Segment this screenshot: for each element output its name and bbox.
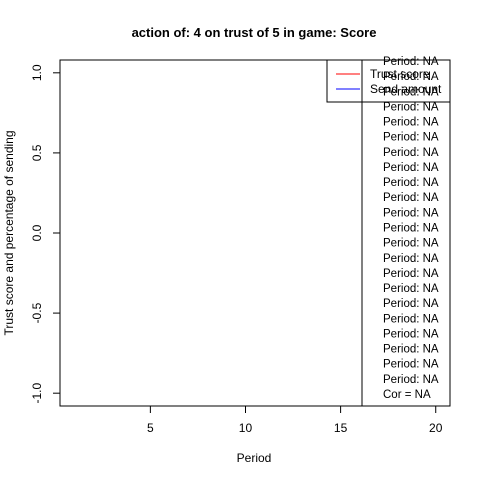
annotation-line: Cor = NA (383, 389, 431, 401)
annotation-lines: Period: NA Period: NA Period: NA Period: NA… (383, 56, 439, 401)
y-tick-label: -1.0 (30, 383, 44, 404)
annotation-line: Period: NA (383, 268, 439, 280)
annotation-line: Period: NA (383, 328, 439, 340)
y-tick-label: 0.0 (30, 224, 44, 241)
annotation-line: Period: NA (383, 238, 439, 250)
y-tick-label: 0.5 (30, 144, 44, 161)
annotation-line: Period: NA (383, 132, 439, 144)
annotation-box: Period: NA Period: NA Period: NA Period: NA… (361, 56, 451, 407)
annotation-line: Period: NA (383, 374, 439, 386)
y-tick-label: 1.0 (30, 64, 44, 81)
y-axis: -1.0 -0.5 0.0 0.5 1.0 (30, 64, 61, 404)
annotation-line: Period: NA (383, 192, 439, 204)
annotation-box-border (361, 59, 451, 407)
annotation-line: Period: NA (383, 223, 439, 235)
x-tick-label: 15 (334, 421, 348, 435)
annotation-line: Period: NA (383, 117, 439, 129)
annotation-line: Period: NA (383, 298, 439, 310)
x-tick-label: 10 (239, 421, 253, 435)
legend-label: Trust score (370, 67, 430, 81)
annotation-line: Period: NA (383, 162, 439, 174)
annotation-line: Period: NA (383, 253, 439, 265)
annotation-line: Period: NA (383, 207, 439, 219)
annotation-line: Period: NA (383, 56, 439, 68)
x-tick-label: 5 (147, 421, 154, 435)
annotation-line: Period: NA (383, 359, 439, 371)
annotation-line: Period: NA (383, 71, 439, 83)
annotation-line: Period: NA (383, 147, 439, 159)
annotation-line: Period: NA (383, 313, 439, 325)
y-axis-label: Trust score and percentage of sending (2, 130, 16, 335)
annotation-line: Period: NA (383, 283, 439, 295)
annotation-line: Period: NA (383, 86, 439, 98)
legend-label: Send amount (370, 82, 442, 96)
annotation-line: Period: NA (383, 101, 439, 113)
x-tick-label: 20 (429, 421, 443, 435)
legend-box (326, 59, 451, 103)
annotation-line: Period: NA (383, 177, 439, 189)
chart-title: action of: 4 on trust of 5 in game: Scor… (132, 25, 377, 40)
x-axis-label: Period (237, 451, 272, 465)
annotation-line: Period: NA (383, 344, 439, 356)
y-tick-label: -0.5 (30, 302, 44, 323)
